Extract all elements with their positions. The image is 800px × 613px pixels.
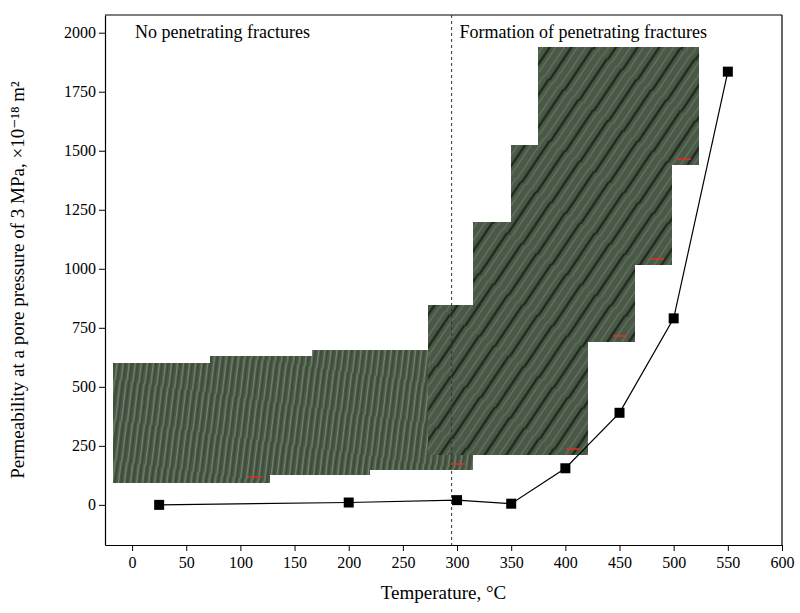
annotation: No penetrating fractures bbox=[135, 22, 310, 42]
scale-bar bbox=[650, 258, 664, 260]
tick-mark bbox=[132, 545, 133, 551]
frame-top bbox=[105, 14, 782, 15]
tick-mark bbox=[295, 545, 296, 551]
scale-bar bbox=[613, 335, 627, 337]
scale-bar bbox=[451, 463, 465, 465]
tick: 400 bbox=[554, 545, 578, 571]
scale-bar bbox=[248, 476, 262, 478]
tick-label: 0 bbox=[129, 554, 137, 571]
photo-insets bbox=[113, 47, 699, 483]
tick-label: 500 bbox=[72, 378, 96, 395]
tick: 150 bbox=[283, 545, 307, 571]
axis-line bbox=[106, 545, 783, 546]
tick: 2000 bbox=[64, 24, 105, 41]
tick: 250 bbox=[391, 545, 415, 571]
tick: 1000 bbox=[64, 260, 105, 277]
x-axis-title: Temperature, °C bbox=[381, 582, 507, 603]
tick-label: 400 bbox=[554, 554, 578, 571]
photo bbox=[538, 47, 699, 165]
divider-line bbox=[451, 15, 452, 545]
data-point bbox=[452, 495, 462, 505]
tick-label: 450 bbox=[608, 554, 632, 571]
tick-mark bbox=[99, 446, 105, 447]
tick: 250 bbox=[72, 437, 105, 454]
tick: 450 bbox=[608, 545, 632, 571]
frame-right bbox=[781, 15, 782, 545]
tick-mark bbox=[99, 33, 105, 34]
tick-mark bbox=[186, 545, 187, 551]
tick-label: 350 bbox=[500, 554, 524, 571]
tick-label: 50 bbox=[179, 554, 195, 571]
annotation: Formation of penetrating fractures bbox=[460, 22, 707, 42]
tick-label: 1750 bbox=[64, 83, 96, 100]
plot-area bbox=[154, 15, 733, 545]
axis-line bbox=[105, 16, 106, 546]
tick-label: 1250 bbox=[64, 201, 96, 218]
tick-mark bbox=[620, 545, 621, 551]
tick: 0 bbox=[129, 545, 137, 571]
tick: 100 bbox=[229, 545, 253, 571]
tick: 1750 bbox=[64, 83, 105, 100]
tick-mark bbox=[457, 545, 458, 551]
series-line bbox=[159, 72, 728, 505]
tick-mark bbox=[511, 545, 512, 551]
tick: 300 bbox=[446, 545, 470, 571]
tick-mark bbox=[99, 505, 105, 506]
data-point bbox=[669, 313, 679, 323]
tick-mark bbox=[728, 545, 729, 551]
tick-mark bbox=[99, 269, 105, 270]
tick-label: 2000 bbox=[64, 24, 96, 41]
tick-label: 1500 bbox=[64, 142, 96, 159]
tick-label: 750 bbox=[72, 319, 96, 336]
tick-label: 100 bbox=[229, 554, 253, 571]
scale-bar bbox=[566, 448, 580, 450]
tick-label: 150 bbox=[283, 554, 307, 571]
tick: 750 bbox=[72, 319, 105, 336]
tick-mark bbox=[99, 387, 105, 388]
chart: 0 50 100 150 200 250 300 350 400 450 500 550 600 0 250… bbox=[0, 0, 800, 613]
tick-mark bbox=[99, 151, 105, 152]
tick-label: 500 bbox=[662, 554, 686, 571]
tick: 1500 bbox=[64, 142, 105, 159]
tick: 350 bbox=[500, 545, 524, 571]
tick: 550 bbox=[716, 545, 740, 571]
photo-ground bbox=[538, 47, 699, 165]
tick-mark bbox=[565, 545, 566, 551]
tick-label: 550 bbox=[716, 554, 740, 571]
tick: 200 bbox=[337, 545, 361, 571]
tick-mark bbox=[349, 545, 350, 551]
data-point bbox=[615, 408, 625, 418]
tick: 50 bbox=[179, 545, 195, 571]
tick: 1250 bbox=[64, 201, 105, 218]
data-point bbox=[154, 500, 164, 510]
tick-mark bbox=[99, 328, 105, 329]
tick-mark bbox=[240, 545, 241, 551]
tick-label: 250 bbox=[72, 437, 96, 454]
data-point bbox=[506, 499, 516, 509]
data-point bbox=[560, 463, 570, 473]
tick: 500 bbox=[662, 545, 686, 571]
tick-mark bbox=[403, 545, 404, 551]
tick: 500 bbox=[72, 378, 105, 395]
tick: 600 bbox=[771, 545, 795, 571]
data-point bbox=[344, 498, 354, 508]
tick-label: 1000 bbox=[64, 260, 96, 277]
scale-bar bbox=[677, 158, 691, 160]
tick-mark bbox=[674, 545, 675, 551]
photo-texture bbox=[538, 47, 699, 165]
data-point bbox=[723, 67, 733, 77]
tick-label: 250 bbox=[391, 554, 415, 571]
y-axis: 0 250 500 750 1000 1250 1500 1750 2000 bbox=[64, 16, 106, 546]
tick-mark bbox=[99, 92, 105, 93]
tick-label: 0 bbox=[88, 496, 96, 513]
tick-label: 600 bbox=[771, 554, 795, 571]
tick: 0 bbox=[88, 496, 105, 513]
tick-mark bbox=[99, 210, 105, 211]
y-axis-title: Permeability at a pore pressure of 3 MPa… bbox=[7, 81, 28, 479]
tick-mark bbox=[782, 545, 783, 551]
tick-label: 300 bbox=[446, 554, 470, 571]
tick-label: 200 bbox=[337, 554, 361, 571]
x-axis: 0 50 100 150 200 250 300 350 400 450 500 550 600 bbox=[106, 545, 795, 571]
